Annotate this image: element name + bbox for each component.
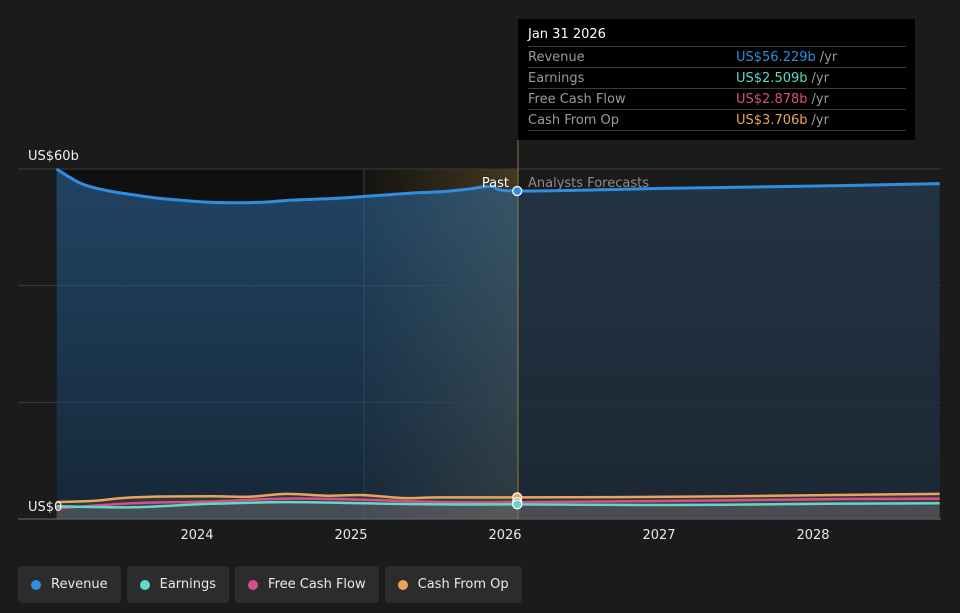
tooltip-date: Jan 31 2026: [528, 27, 606, 42]
tooltip-metric-value: US$3.706b: [736, 112, 808, 128]
forecast-label: Analysts Forecasts: [528, 176, 649, 191]
tooltip-metric-unit: /yr: [811, 91, 829, 107]
revenue-current-point[interactable]: [512, 185, 523, 197]
tooltip-metric-unit: /yr: [819, 49, 838, 65]
tooltip-metric-name: Cash From Op: [528, 112, 620, 128]
legend-item-earnings[interactable]: Earnings: [126, 566, 230, 603]
x-tick-2027: 2027: [642, 528, 675, 543]
x-tick-2026: 2026: [488, 528, 521, 543]
tooltip-metric-value: US$2.878b: [736, 91, 808, 107]
tooltip-row-revenue: Revenue US$56.229b/yr: [528, 46, 906, 67]
series-areas: [56, 169, 940, 519]
earnings-line: [56, 500, 940, 509]
earnings-area: [56, 502, 940, 519]
past-label: Past: [482, 176, 509, 191]
revenue-line: [55, 167, 940, 205]
legend-label: Revenue: [51, 577, 108, 592]
legend-dot-icon: [139, 579, 150, 590]
tooltip-row-earnings: Earnings US$2.509b/yr: [528, 67, 906, 88]
tooltip-metric-unit: /yr: [811, 112, 829, 128]
legend-item-free-cash-flow[interactable]: Free Cash Flow: [235, 566, 379, 603]
legend-dot-icon: [248, 579, 259, 590]
revenue-area-past: [56, 169, 518, 519]
legend-dot-icon: [397, 579, 408, 590]
cash-from-op-line: [56, 492, 940, 504]
legend-label: Earnings: [159, 577, 217, 592]
free-cash-flow-line: [56, 497, 940, 510]
tooltip-row-free-cash-flow: Free Cash Flow US$2.878b/yr: [528, 88, 906, 109]
current-date-markers: [512, 185, 523, 510]
earnings-current-point[interactable]: [512, 499, 523, 510]
tooltip-row-cash-from-op: Cash From Op US$3.706b/yr: [528, 109, 906, 131]
x-tick-2028: 2028: [796, 528, 829, 543]
tooltip-metric-value: US$56.229b: [736, 49, 816, 65]
legend: Revenue Earnings Free Cash Flow Cash From O…: [18, 566, 522, 603]
legend-item-cash-from-op[interactable]: Cash From Op: [384, 566, 522, 603]
x-tick-2024: 2024: [180, 528, 213, 543]
x-tick-2025: 2025: [334, 528, 367, 543]
legend-dot-icon: [31, 579, 41, 590]
tooltip-metric-name: Free Cash Flow: [528, 91, 626, 107]
tooltip: Jan 31 2026 Revenue US$56.229b/yr Earnings…: [518, 19, 915, 140]
tooltip-metric-unit: /yr: [811, 70, 829, 86]
tooltip-metric-name: Earnings: [528, 70, 585, 86]
legend-label: Free Cash Flow: [268, 577, 366, 592]
x-axis: 2024 2025 2026 2027 2028: [180, 528, 829, 543]
y-axis-top-label: US$60b: [28, 149, 79, 164]
tooltip-metric-name: Revenue: [528, 49, 585, 65]
series-lines: [55, 167, 940, 510]
tooltip-metric-value: US$2.509b: [736, 70, 808, 86]
revenue-area-forecast: [518, 183, 940, 519]
y-axis-bottom-label: US$0: [28, 500, 62, 515]
legend-item-revenue[interactable]: Revenue: [18, 566, 121, 603]
legend-label: Cash From Op: [417, 577, 509, 592]
